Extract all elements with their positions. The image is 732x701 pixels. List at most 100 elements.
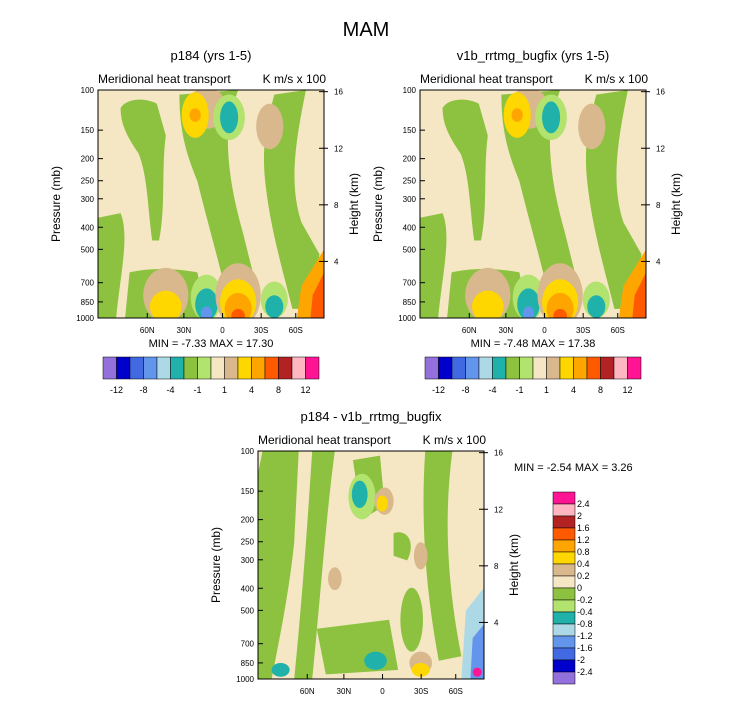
- y-tick-label: 150: [403, 126, 417, 135]
- min-max-stats: MIN = -7.48 MAX = 17.38: [471, 338, 596, 350]
- y2-tick-label: 16: [494, 449, 503, 458]
- panel-right-label: K m/s x 100: [263, 72, 327, 86]
- y-tick-label: 300: [403, 195, 417, 204]
- x-tick-label: 30S: [414, 687, 428, 696]
- y2-tick-label: 16: [334, 88, 343, 97]
- field-contour: [522, 306, 535, 318]
- y-axis-title: Pressure (mb): [209, 527, 223, 603]
- colorbar-swatch: [552, 635, 576, 649]
- colorbar-label: -1: [515, 385, 523, 395]
- panel-p184: p184 (yrs 1-5) Meridional heat transport K…: [49, 48, 361, 395]
- colorbar-swatch: [492, 356, 507, 380]
- colorbar-label: -0.2: [577, 595, 593, 605]
- colorbar-swatch: [586, 356, 601, 380]
- y-tick-label: 1000: [398, 314, 416, 323]
- field-contour: [328, 567, 342, 591]
- y-tick-label: 400: [403, 223, 417, 232]
- field-contour: [511, 108, 523, 122]
- field-contour: [120, 99, 166, 241]
- y-tick-label: 850: [241, 659, 255, 668]
- colorbar-swatch: [291, 356, 306, 380]
- field-contour: [376, 495, 388, 512]
- y2-tick-label: 8: [494, 562, 499, 571]
- colorbar-label: 0.8: [577, 547, 590, 557]
- panel-left-label: Meridional heat transport: [258, 433, 391, 447]
- colorbar-label: 8: [598, 385, 603, 395]
- field-contour: [364, 651, 387, 670]
- colorbar-label: 8: [276, 385, 281, 395]
- x-tick-label: 60S: [611, 326, 625, 335]
- y-tick-label: 700: [81, 279, 95, 288]
- colorbar-label: -12: [110, 385, 123, 395]
- colorbar-swatch: [278, 356, 293, 380]
- y-tick-label: 100: [403, 86, 417, 95]
- y2-tick-label: 4: [494, 618, 499, 627]
- y-tick-label: 1000: [76, 314, 94, 323]
- x-tick-label: 60N: [140, 326, 155, 335]
- y-tick-label: 500: [403, 245, 417, 254]
- field-contour: [258, 451, 299, 679]
- field-contour: [351, 480, 368, 508]
- colorbar-swatch: [451, 356, 466, 380]
- colorbar-swatch: [552, 527, 576, 541]
- colorbar-label: -0.8: [577, 619, 593, 629]
- field-contour: [501, 90, 579, 287]
- colorbar-label: 4: [571, 385, 576, 395]
- field-contour: [271, 663, 290, 677]
- field-contour: [411, 663, 430, 677]
- colorbar-swatch: [552, 563, 576, 577]
- colorbar-swatch: [143, 356, 158, 380]
- y-tick-label: 850: [81, 298, 95, 307]
- y-tick-label: 700: [241, 640, 255, 649]
- colorbar-swatch: [183, 356, 198, 380]
- colorbar-swatch: [478, 356, 493, 380]
- colorbar-swatch: [552, 599, 576, 613]
- colorbar-swatch: [552, 491, 576, 505]
- field-layer: [98, 90, 324, 318]
- field-contour: [472, 667, 482, 677]
- y-tick-label: 850: [403, 298, 417, 307]
- field-contour: [471, 290, 504, 318]
- y2-tick-label: 12: [494, 505, 503, 514]
- field-contour: [632, 272, 646, 318]
- field-contour: [149, 290, 182, 318]
- x-tick-label: 30N: [499, 326, 514, 335]
- y-tick-label: 1000: [236, 675, 254, 684]
- y2-tick-label: 4: [334, 257, 339, 266]
- field-contour: [517, 288, 540, 318]
- panel-title: v1b_rrtmg_bugfix (yrs 1-5): [457, 48, 609, 63]
- colorbar-swatch: [546, 356, 561, 380]
- x-tick-label: 30S: [254, 326, 268, 335]
- colorbar-swatch: [102, 356, 117, 380]
- y-tick-label: 200: [241, 516, 255, 525]
- field-contour: [423, 451, 462, 661]
- panel-left-label: Meridional heat transport: [420, 72, 553, 86]
- y-tick-label: 700: [403, 279, 417, 288]
- panel-right-label: K m/s x 100: [585, 72, 649, 86]
- y2-tick-label: 16: [656, 88, 665, 97]
- colorbar-swatch: [552, 623, 576, 637]
- field-contour: [200, 306, 213, 318]
- colorbar-swatch: [600, 356, 615, 380]
- x-tick-label: 30N: [337, 687, 352, 696]
- colorbar-label: 2: [577, 511, 582, 521]
- colorbar: 2.4 2 1.6 1.2 0.8 0.4 0.2 0 -0.2 -0.4 -0.8 -1.2 -1.6…: [552, 491, 593, 685]
- field-contour: [413, 542, 428, 570]
- y-tick-label: 300: [241, 556, 255, 565]
- y-axis-title: Pressure (mb): [49, 166, 63, 242]
- colorbar-swatch: [573, 356, 588, 380]
- colorbar-swatch: [552, 671, 576, 685]
- field-contour: [393, 532, 411, 561]
- colorbar-swatch: [424, 356, 439, 380]
- y-tick-label: 200: [81, 155, 95, 164]
- field-contour: [400, 587, 423, 652]
- colorbar-swatch: [156, 356, 171, 380]
- y-tick-label: 250: [241, 538, 255, 547]
- panel-title: p184 - v1b_rrtmg_bugfix: [301, 409, 442, 424]
- colorbar-label: -2: [577, 655, 585, 665]
- y2-axis-title: Height (km): [347, 173, 361, 235]
- y2-tick-label: 4: [656, 257, 661, 266]
- y2-tick-label: 8: [334, 201, 339, 210]
- colorbar-swatch: [224, 356, 239, 380]
- colorbar-label: 1.2: [577, 535, 590, 545]
